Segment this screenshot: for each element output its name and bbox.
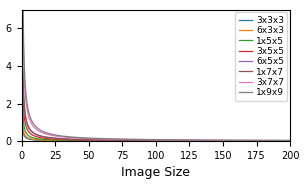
3x5x5	[231, 140, 235, 142]
Line: 1x7x7: 1x7x7	[23, 66, 290, 141]
6x3x3	[231, 140, 235, 142]
3x7x7	[281, 139, 284, 142]
1x9x9	[231, 139, 235, 141]
3x3x3	[231, 140, 235, 142]
Line: 3x7x7: 3x7x7	[23, 11, 290, 141]
3x7x7	[21, 10, 25, 12]
1x5x5	[281, 140, 284, 142]
1x9x9	[21, 9, 25, 11]
6x5x5	[35, 134, 38, 136]
6x5x5	[21, 70, 25, 72]
1x9x9	[281, 139, 284, 142]
3x3x3	[281, 140, 284, 142]
6x5x5	[281, 140, 284, 142]
3x7x7	[35, 128, 38, 131]
6x5x5	[281, 140, 284, 142]
3x3x3	[281, 140, 284, 142]
1x9x9	[144, 138, 148, 141]
Line: 3x5x5: 3x5x5	[23, 92, 290, 141]
6x3x3	[144, 140, 148, 142]
6x3x3	[35, 139, 38, 141]
1x5x5	[35, 137, 38, 140]
3x7x7	[144, 139, 148, 141]
1x5x5	[144, 140, 148, 142]
Line: 6x3x3: 6x3x3	[23, 125, 290, 141]
3x7x7	[231, 139, 235, 142]
3x3x3	[288, 140, 292, 142]
Line: 1x9x9: 1x9x9	[23, 10, 290, 140]
3x7x7	[151, 139, 155, 141]
6x5x5	[288, 140, 292, 142]
1x7x7	[288, 140, 292, 142]
3x5x5	[35, 136, 38, 138]
Legend: 3x3x3, 6x3x3, 1x5x5, 3x5x5, 6x5x5, 1x7x7, 3x7x7, 1x9x9: 3x3x3, 6x3x3, 1x5x5, 3x5x5, 6x5x5, 1x7x7…	[235, 12, 288, 101]
6x5x5	[144, 139, 148, 142]
Line: 6x5x5: 6x5x5	[23, 71, 290, 141]
1x7x7	[281, 140, 284, 142]
3x3x3	[21, 129, 25, 131]
1x9x9	[288, 139, 292, 142]
6x5x5	[231, 140, 235, 142]
1x7x7	[144, 139, 148, 142]
1x5x5	[281, 140, 284, 142]
3x5x5	[281, 140, 284, 142]
3x5x5	[144, 139, 148, 142]
1x7x7	[21, 65, 25, 67]
1x5x5	[231, 140, 235, 142]
1x7x7	[151, 139, 155, 142]
3x5x5	[151, 139, 155, 142]
1x9x9	[151, 139, 155, 141]
1x7x7	[281, 140, 284, 142]
6x5x5	[151, 139, 155, 142]
1x9x9	[35, 126, 38, 128]
1x5x5	[21, 111, 25, 114]
Line: 3x3x3: 3x3x3	[23, 130, 290, 141]
1x7x7	[231, 139, 235, 142]
6x3x3	[21, 124, 25, 126]
6x3x3	[281, 140, 284, 142]
1x5x5	[288, 140, 292, 142]
3x5x5	[288, 140, 292, 142]
6x3x3	[151, 140, 155, 142]
3x3x3	[151, 140, 155, 142]
3x5x5	[281, 140, 284, 142]
X-axis label: Image Size: Image Size	[121, 166, 190, 179]
3x3x3	[35, 139, 38, 141]
6x3x3	[288, 140, 292, 142]
3x7x7	[288, 139, 292, 142]
3x5x5	[21, 90, 25, 93]
3x7x7	[281, 139, 284, 142]
Line: 1x5x5: 1x5x5	[23, 112, 290, 141]
6x3x3	[281, 140, 284, 142]
1x7x7	[35, 133, 38, 136]
1x5x5	[151, 140, 155, 142]
3x3x3	[144, 140, 148, 142]
1x9x9	[281, 139, 284, 142]
